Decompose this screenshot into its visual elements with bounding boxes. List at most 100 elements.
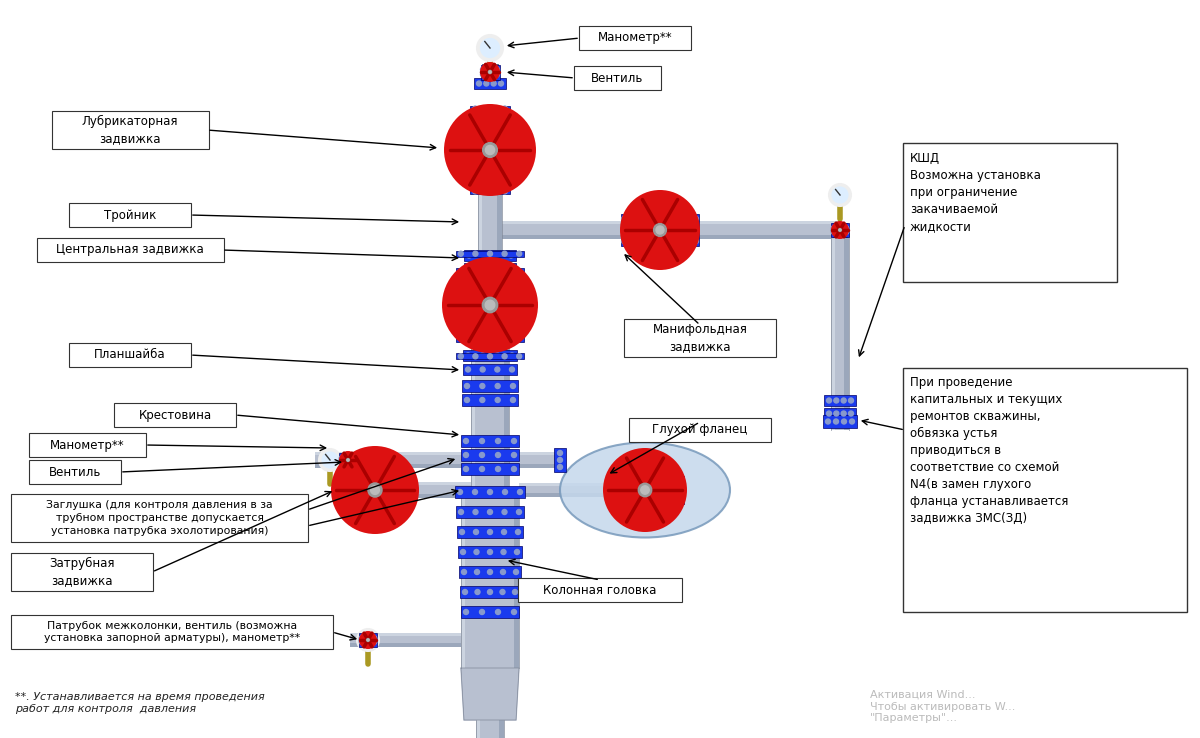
Circle shape	[372, 638, 377, 643]
Circle shape	[487, 489, 492, 494]
Bar	[833, 223, 847, 237]
Circle shape	[494, 67, 499, 72]
Bar	[844, 230, 850, 430]
Bar	[499, 720, 504, 738]
Bar	[461, 463, 520, 475]
Circle shape	[496, 438, 500, 444]
Circle shape	[480, 398, 485, 402]
FancyBboxPatch shape	[52, 111, 209, 148]
Circle shape	[485, 300, 494, 310]
Circle shape	[476, 81, 481, 86]
Bar	[844, 224, 848, 237]
Circle shape	[458, 251, 463, 256]
Circle shape	[666, 478, 671, 483]
Circle shape	[502, 251, 508, 256]
Circle shape	[832, 227, 836, 232]
Bar	[350, 633, 461, 636]
Circle shape	[359, 631, 377, 649]
Bar	[458, 546, 522, 558]
FancyBboxPatch shape	[629, 418, 772, 442]
Circle shape	[492, 189, 498, 194]
FancyBboxPatch shape	[29, 461, 121, 484]
Circle shape	[502, 354, 508, 359]
Polygon shape	[461, 668, 520, 720]
Bar	[341, 453, 355, 467]
Bar	[478, 160, 482, 255]
Circle shape	[482, 142, 497, 157]
Bar	[470, 169, 510, 182]
Text: Планшайба: Планшайба	[94, 348, 166, 362]
Circle shape	[666, 488, 671, 492]
Circle shape	[490, 71, 491, 73]
Circle shape	[482, 106, 487, 111]
Circle shape	[368, 483, 382, 497]
Circle shape	[850, 419, 854, 424]
Text: **. Устанавливается на время проведения
работ для контроля  давления: **. Устанавливается на время проведения …	[14, 692, 265, 714]
Circle shape	[487, 590, 492, 595]
Circle shape	[558, 458, 563, 463]
Circle shape	[510, 384, 516, 388]
Circle shape	[494, 72, 499, 77]
Circle shape	[458, 276, 463, 281]
Bar	[470, 380, 475, 490]
Circle shape	[482, 189, 487, 194]
Circle shape	[480, 72, 486, 77]
Text: Вентиль: Вентиль	[49, 466, 101, 478]
Text: Манометр**: Манометр**	[598, 32, 672, 44]
Circle shape	[364, 525, 368, 529]
Text: Вентиль: Вентиль	[592, 72, 643, 84]
Circle shape	[376, 450, 380, 455]
Circle shape	[463, 466, 468, 472]
Circle shape	[511, 452, 516, 458]
Circle shape	[467, 266, 472, 271]
Ellipse shape	[560, 443, 730, 537]
Circle shape	[496, 452, 500, 458]
Bar	[824, 395, 856, 406]
FancyBboxPatch shape	[29, 433, 146, 457]
Circle shape	[473, 173, 478, 178]
Bar	[618, 475, 626, 504]
Circle shape	[510, 398, 516, 402]
Circle shape	[622, 216, 626, 221]
Bar	[634, 479, 656, 501]
Bar	[509, 452, 560, 455]
Bar	[361, 510, 390, 519]
Circle shape	[340, 459, 344, 464]
Circle shape	[358, 629, 379, 651]
Circle shape	[510, 353, 515, 358]
Circle shape	[509, 253, 514, 258]
Circle shape	[517, 251, 522, 256]
Bar	[514, 490, 520, 668]
Circle shape	[679, 216, 684, 221]
Circle shape	[834, 419, 839, 424]
Circle shape	[502, 550, 506, 554]
Circle shape	[482, 173, 487, 178]
Circle shape	[485, 145, 494, 154]
Circle shape	[827, 411, 832, 416]
Circle shape	[370, 511, 374, 517]
Circle shape	[487, 354, 492, 359]
Bar	[462, 380, 518, 392]
Bar	[460, 586, 520, 598]
Circle shape	[839, 229, 841, 232]
Bar	[361, 524, 390, 530]
Bar	[314, 452, 470, 455]
Bar	[350, 633, 461, 647]
Circle shape	[376, 463, 380, 469]
Bar	[461, 490, 520, 668]
Circle shape	[319, 449, 341, 471]
Circle shape	[494, 353, 500, 358]
Circle shape	[382, 450, 386, 455]
Circle shape	[359, 638, 365, 643]
Circle shape	[679, 238, 684, 244]
Bar	[461, 435, 520, 447]
Circle shape	[464, 398, 469, 402]
Circle shape	[694, 227, 698, 232]
Bar	[360, 633, 364, 646]
Circle shape	[340, 458, 344, 463]
Bar	[475, 134, 505, 165]
Bar	[461, 606, 520, 618]
Bar	[476, 720, 480, 738]
Circle shape	[516, 529, 521, 534]
Circle shape	[347, 459, 349, 461]
